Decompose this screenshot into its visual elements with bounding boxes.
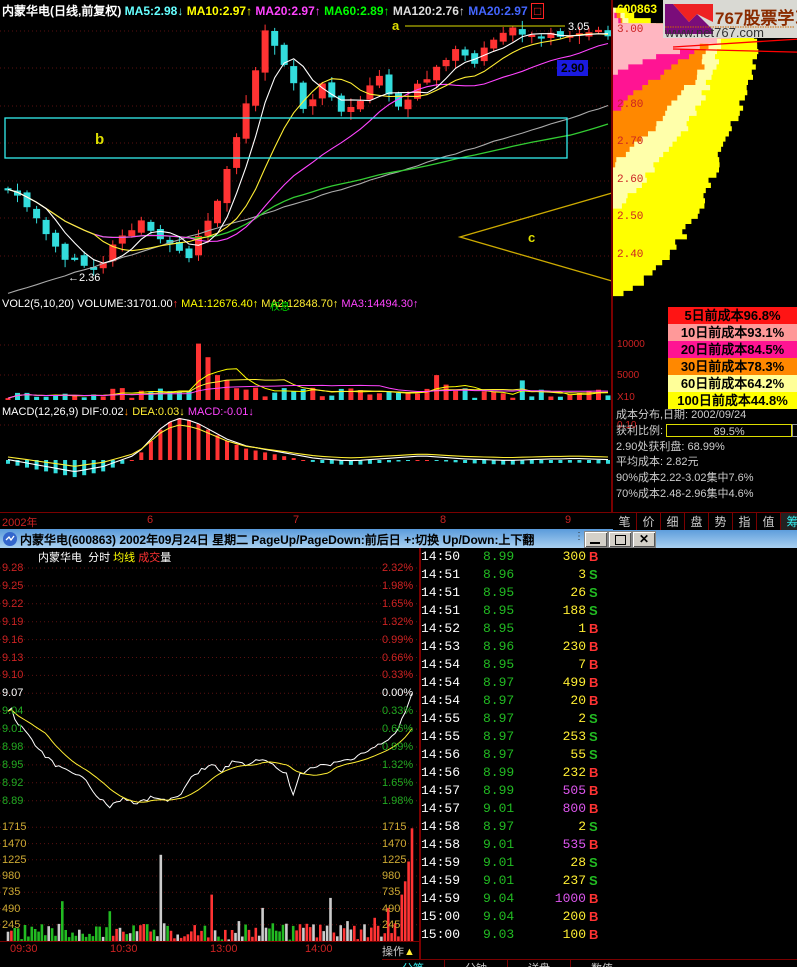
svg-text:a: a: [392, 18, 400, 33]
svg-text:b: b: [95, 131, 104, 148]
svg-text:←2.36: ←2.36: [68, 272, 100, 284]
svg-text:c: c: [528, 230, 535, 245]
svg-text:3.05: 3.05: [568, 21, 589, 33]
